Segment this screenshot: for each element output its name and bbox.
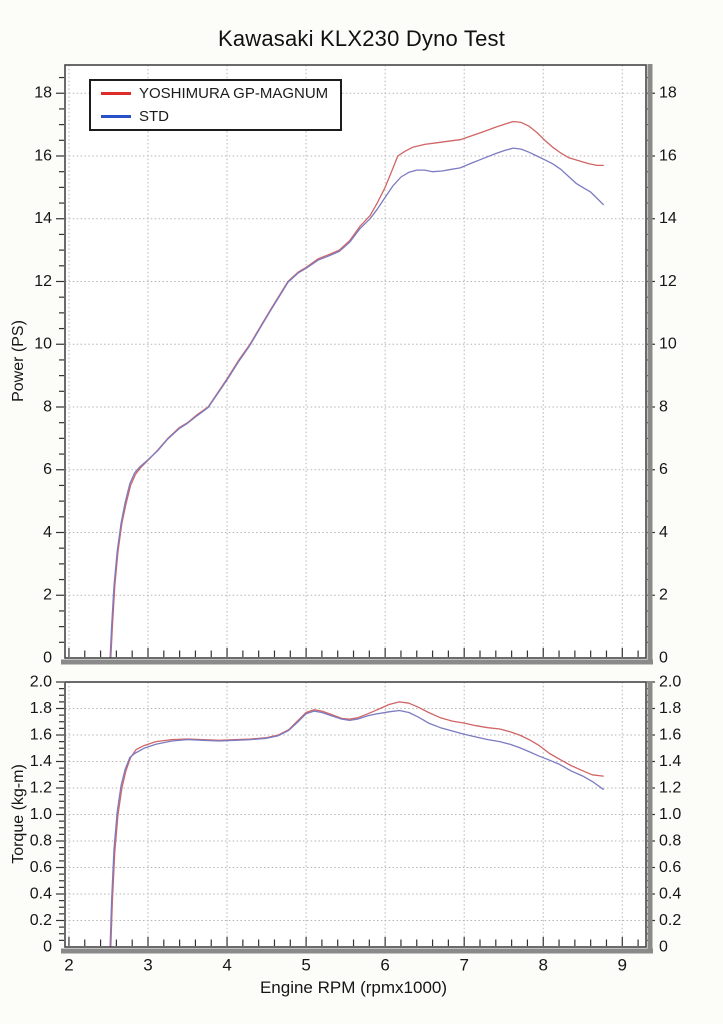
legend-box: YOSHIMURA GP-MAGNUM STD [89, 79, 342, 131]
x-tick-label: 6 [380, 956, 389, 975]
legend-item: YOSHIMURA GP-MAGNUM [101, 84, 340, 104]
x-tick-label: 9 [618, 956, 627, 975]
y-tick-label: 8 [43, 398, 52, 415]
torque-y-axis-label: Torque (kg-m) [10, 764, 27, 864]
y-tick-label: 1.6 [659, 727, 681, 744]
y-tick-label: 2.0 [30, 674, 52, 691]
y-tick-label: 1.2 [30, 780, 52, 797]
power-frame [64, 64, 647, 659]
y-tick-label: 8 [659, 398, 668, 415]
y-tick-label: 0.8 [659, 833, 681, 850]
x-tick-label: 7 [459, 956, 468, 975]
y-tick-label: 4 [43, 524, 52, 541]
y-tick-label: 16 [34, 147, 52, 164]
legend-line-sample [101, 92, 131, 95]
y-tick-label: 0.6 [659, 859, 681, 876]
y-tick-label: 18 [659, 85, 677, 102]
y-tick-label: 0 [43, 939, 52, 956]
legend-line-sample [101, 115, 131, 118]
y-tick-label: 10 [34, 336, 52, 353]
torque-bottom-axis-bar [61, 948, 653, 954]
y-tick-label: 12 [34, 273, 52, 290]
torque-curve-yoshimura [110, 701, 604, 948]
torque-plot: 0 0 0.2 0.2 0.4 0.4 0.6 0.6 0.8 0.8 1.0 1.0 1.2 1.2 1.… [30, 674, 682, 975]
y-tick-label: 0 [43, 650, 52, 667]
y-tick-label: 1.8 [30, 700, 52, 717]
y-tick-label: 1.6 [30, 727, 52, 744]
legend-item-label: STD [139, 108, 169, 125]
y-tick-label: 0.4 [30, 886, 52, 903]
y-tick-label: 12 [659, 273, 677, 290]
y-tick-label: 14 [659, 210, 677, 227]
y-tick-label: 1.2 [659, 780, 681, 797]
power-plot: 0 0 2 2 4 4 6 6 8 8 10 10 12 12 14 14 16 16 18 18 [34, 64, 677, 667]
power-curve-std [109, 147, 604, 659]
power-right-axis-bar [647, 64, 653, 665]
power-plot-background [65, 65, 646, 658]
y-tick-label: 0.8 [30, 833, 52, 850]
legend-item-label: YOSHIMURA GP-MAGNUM [139, 85, 329, 102]
y-tick-label: 2 [43, 587, 52, 604]
y-tick-label: 0 [659, 939, 668, 956]
y-tick-label: 1.0 [659, 806, 681, 823]
y-tick-label: 0.6 [30, 859, 52, 876]
y-tick-label: 1.4 [30, 753, 52, 770]
legend-item: STD [101, 107, 340, 127]
y-tick-label: 2.0 [659, 674, 681, 691]
x-tick-label: 4 [222, 956, 231, 975]
y-tick-label: 2 [659, 587, 668, 604]
power-bottom-axis-bar [61, 659, 653, 665]
y-tick-label: 0.4 [659, 886, 681, 903]
x-tick-label: 5 [301, 956, 310, 975]
y-tick-label: 1.0 [30, 806, 52, 823]
x-tick-label: 2 [64, 956, 73, 975]
torque-curve-std [109, 709, 604, 948]
torque-frame [64, 681, 647, 948]
torque-right-axis-bar [647, 681, 653, 954]
power-gridlines [65, 65, 646, 658]
y-tick-label: 4 [659, 524, 668, 541]
y-tick-label: 1.4 [659, 753, 681, 770]
y-tick-label: 6 [659, 461, 668, 478]
y-tick-label: 0.2 [659, 912, 681, 929]
y-tick-label: 6 [43, 461, 52, 478]
x-tick-label: 3 [143, 956, 152, 975]
power-y-axis-label: Power (PS) [10, 320, 27, 402]
y-tick-label: 14 [34, 210, 52, 227]
chart-title: Kawasaki KLX230 Dyno Test [217, 26, 506, 51]
y-tick-label: 0.2 [30, 912, 52, 929]
y-tick-label: 10 [659, 336, 677, 353]
x-axis-label: Engine RPM (rpmx1000) [259, 978, 448, 997]
y-tick-label: 18 [34, 85, 52, 102]
x-tick-label: 8 [539, 956, 548, 975]
y-tick-label: 0 [659, 650, 668, 667]
y-tick-label: 16 [659, 147, 677, 164]
y-tick-label: 1.8 [659, 700, 681, 717]
